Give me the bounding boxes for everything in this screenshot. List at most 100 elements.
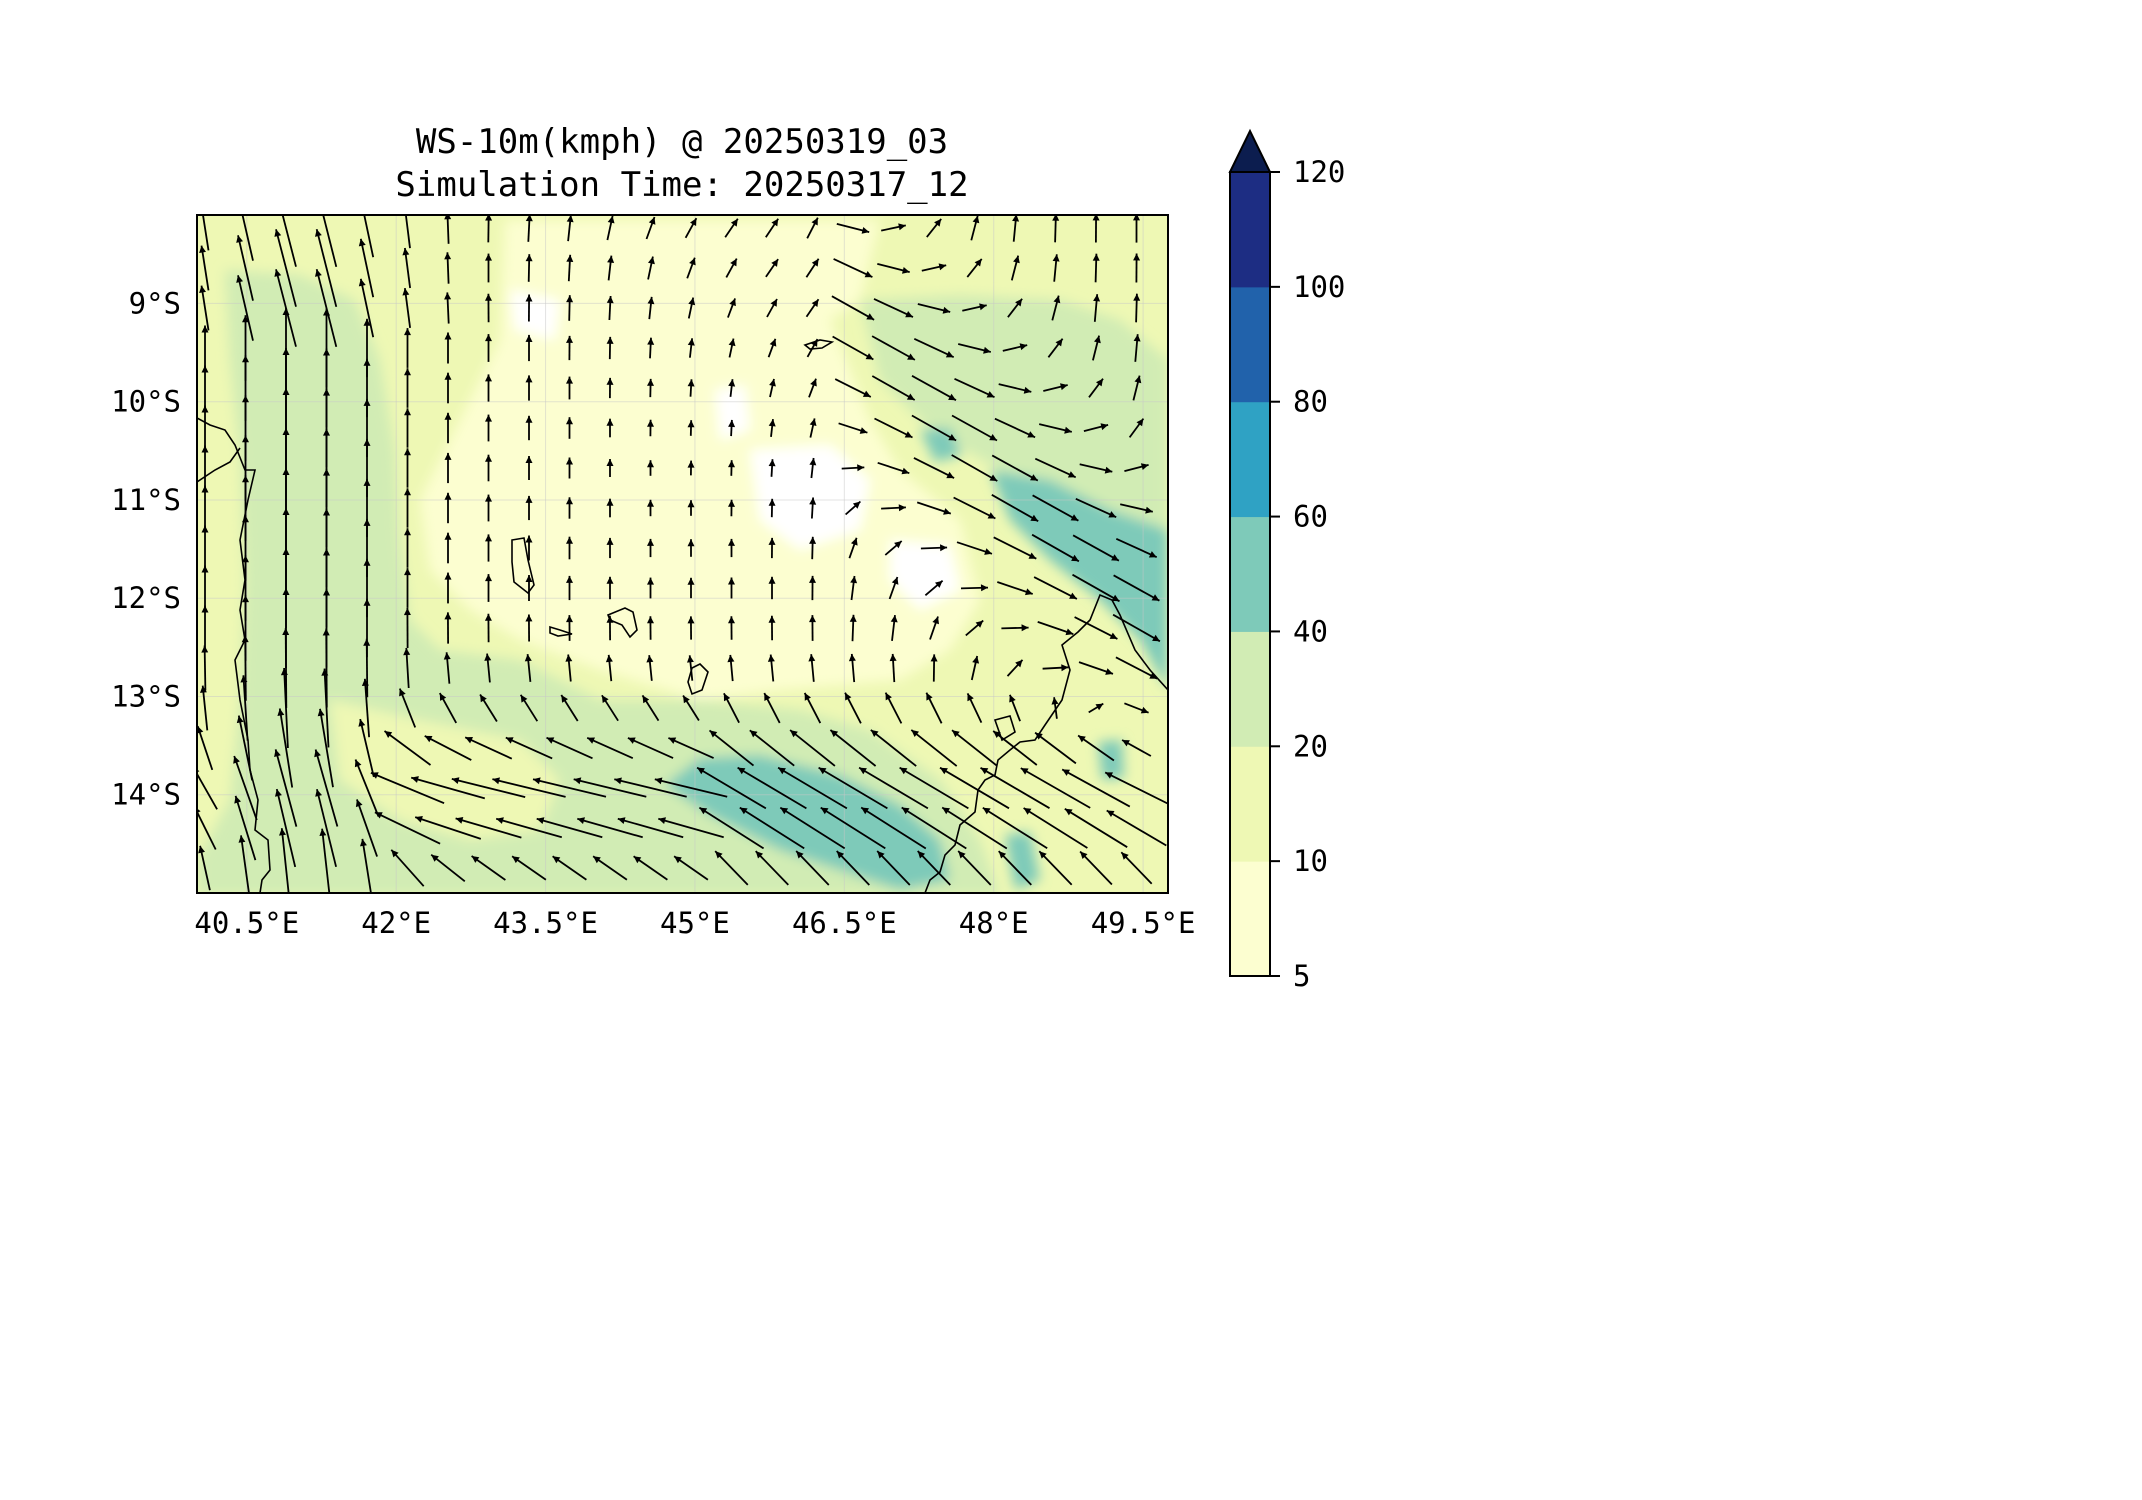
wind-vector-shaft [998, 850, 1032, 886]
wind-vector-head [697, 767, 705, 775]
wind-vector [728, 419, 736, 437]
wind-vector [485, 215, 493, 243]
wind-vector [202, 215, 210, 251]
wind-vector-head [1152, 634, 1160, 642]
wind-vector-shaft [899, 766, 969, 810]
wind-vector-head [358, 719, 366, 727]
wind-vector [525, 375, 533, 401]
wind-vector-shaft [1072, 534, 1120, 562]
x-tick-label: 49.5°E [1091, 906, 1196, 940]
wind-vector [566, 575, 573, 601]
wind-vector-shaft [1031, 533, 1080, 563]
wind-vector [763, 692, 781, 724]
wind-vector [1042, 664, 1069, 672]
wind-vector-head [444, 332, 452, 340]
wind-vector-shaft [200, 245, 210, 291]
wind-vector-head [485, 253, 492, 261]
wind-vector-head [444, 492, 452, 500]
wind-vector-head [739, 807, 748, 815]
wind-vector-shaft [237, 275, 254, 341]
wind-vector [728, 379, 736, 397]
wind-vector-head [280, 668, 288, 676]
wind-vector [884, 692, 903, 724]
y-tick-label: 14°S [111, 778, 181, 812]
wind-vector-head [525, 415, 533, 423]
wind-vector-shaft [1112, 613, 1161, 643]
wind-vector [749, 729, 795, 767]
wind-vector-head [525, 334, 533, 342]
wind-vector [913, 337, 955, 359]
wind-vector [573, 777, 647, 798]
wind-vector-head [1093, 294, 1101, 302]
wind-vector [199, 285, 210, 331]
wind-vector [795, 850, 830, 886]
wind-vector [404, 528, 411, 568]
wind-vector-head [911, 729, 919, 737]
wind-vector-head [980, 767, 989, 775]
comoros-island [549, 625, 573, 637]
wind-vector [809, 615, 816, 641]
wind-vector [998, 850, 1032, 886]
wind-vector-shaft [323, 668, 330, 748]
wind-vector [1120, 503, 1153, 514]
wind-vector [566, 335, 573, 361]
wind-vector-head [546, 737, 555, 744]
wind-vector [511, 855, 547, 881]
wind-vector-head [811, 339, 818, 347]
wind-vector-head [363, 598, 371, 606]
wind-vector-shaft [197, 772, 218, 810]
wind-vector-shaft [586, 736, 634, 760]
wind-vector-head [647, 616, 654, 624]
wind-vector-head [525, 614, 533, 622]
wind-vector-head [566, 575, 573, 583]
wind-vector [1031, 533, 1080, 563]
wind-vector [647, 460, 654, 476]
wind-vector [1104, 771, 1168, 805]
wind-vector-head [648, 256, 655, 265]
wind-vector-shaft [275, 229, 297, 307]
wind-vector-head [358, 238, 366, 247]
wind-vector-head [1009, 694, 1016, 703]
wind-vector-head [974, 258, 982, 267]
wind-vector-head [319, 828, 327, 836]
wind-vector [444, 452, 452, 484]
wind-vector [1033, 576, 1078, 600]
wind-vector [281, 215, 297, 267]
wind-vector-shaft [1032, 494, 1079, 522]
wind-vector-head [485, 534, 492, 542]
wind-vector-head [654, 777, 663, 785]
wind-vector-head [415, 816, 423, 823]
wind-vector-head [958, 851, 966, 859]
wind-vector-head [943, 508, 951, 515]
wind-vector [403, 647, 411, 689]
wind-vector-head [1111, 554, 1119, 561]
wind-vector [592, 855, 628, 881]
wind-vector [1034, 457, 1077, 479]
colorbar-label: 20 [1293, 729, 1328, 763]
wind-vector [606, 576, 614, 600]
wind-vector-head [1145, 506, 1153, 514]
wind-vector [966, 258, 983, 278]
wind-vector [546, 736, 593, 760]
wind-vector [1051, 697, 1059, 719]
wind-vector-head [986, 391, 995, 398]
wind-vector-head [687, 420, 695, 428]
wind-vector [601, 694, 619, 722]
wind-vector [444, 532, 452, 564]
wind-vector-head [904, 431, 913, 438]
wind-vector-head [275, 789, 282, 797]
wind-vector [850, 575, 858, 601]
wind-vector-shaft [779, 806, 846, 850]
wind-vector-shaft [870, 729, 917, 767]
wind-vector [1038, 850, 1073, 886]
calm-patch [715, 385, 750, 440]
wind-vector-head [689, 257, 696, 266]
wind-vector [1061, 768, 1131, 808]
wind-vector [390, 849, 425, 887]
wind-vector-shaft [1075, 497, 1117, 519]
wind-vector [201, 605, 209, 651]
wind-vector-shaft [696, 766, 767, 810]
wind-vector [374, 811, 441, 845]
wind-vector-head [201, 365, 209, 373]
wind-vector [871, 375, 916, 401]
